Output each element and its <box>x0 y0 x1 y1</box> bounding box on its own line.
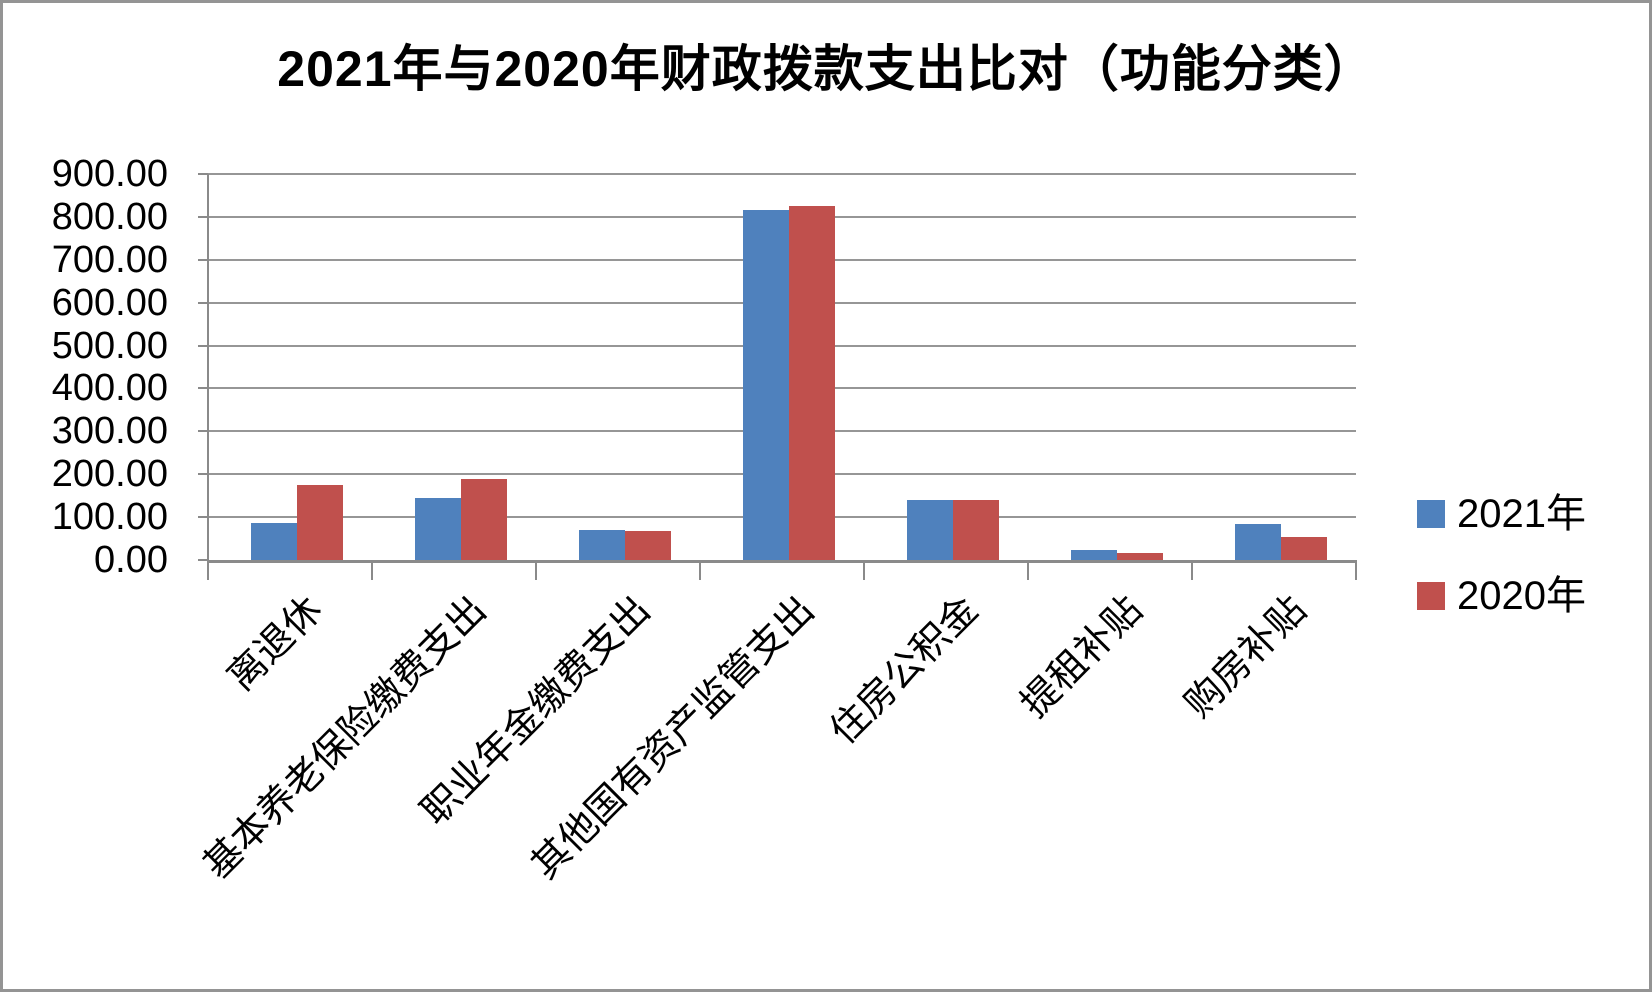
y-axis-tick-label: 200.00 <box>51 453 168 496</box>
y-axis-tick <box>198 215 208 218</box>
x-axis-tick <box>863 562 865 580</box>
x-axis-category-label: 离退休 <box>220 588 331 700</box>
bar-2020年-住房公积金 <box>953 500 999 560</box>
bar-2020年-提租补贴 <box>1117 553 1163 560</box>
x-axis-tick <box>1355 562 1357 580</box>
bar-2021年-其他国有资产监管支出 <box>743 210 789 560</box>
y-axis-tick <box>198 344 208 347</box>
bar-2021年-住房公积金 <box>907 500 953 560</box>
y-axis-tick-label: 800.00 <box>51 195 168 238</box>
y-axis-tick-label: 700.00 <box>51 238 168 281</box>
y-axis-tick-label: 500.00 <box>51 324 168 367</box>
x-axis-line <box>207 560 1357 563</box>
y-axis-tick <box>198 516 208 519</box>
x-axis-category-label: 住房公积金 <box>822 588 987 753</box>
bar-2020年-职业年金缴费支出 <box>625 531 671 560</box>
x-axis-category-label: 提租补贴 <box>1013 588 1151 726</box>
chart-title: 2021年与2020年财政拨款支出比对（功能分类） <box>277 41 1375 97</box>
y-axis-tick <box>198 258 208 261</box>
bar-2020年-购房补贴 <box>1281 537 1327 560</box>
y-axis-tick <box>198 173 208 175</box>
y-axis-tick <box>198 473 208 476</box>
legend-swatch-icon <box>1417 500 1445 528</box>
legend-swatch-icon <box>1417 582 1445 610</box>
x-axis-tick <box>699 562 701 580</box>
x-axis-category-label: 基本养老保险缴费支出 <box>195 588 495 888</box>
bar-2021年-职业年金缴费支出 <box>579 530 625 560</box>
bar-2021年-离退休 <box>251 523 297 560</box>
bar-2021年-购房补贴 <box>1235 524 1281 560</box>
x-axis-tick <box>207 562 209 580</box>
bar-2020年-离退休 <box>297 485 343 560</box>
y-axis-line <box>207 174 209 562</box>
y-axis-tick-label: 300.00 <box>51 410 168 453</box>
bar-2020年-其他国有资产监管支出 <box>789 206 835 560</box>
y-axis-tick-label: 0.00 <box>94 539 168 581</box>
y-axis-tick <box>198 559 208 561</box>
y-axis-tick-label: 100.00 <box>51 496 168 539</box>
x-axis-tick <box>1191 562 1193 580</box>
legend-label: 2021年 <box>1457 492 1586 536</box>
legend-item-2020年: 2020年 <box>1417 571 1586 621</box>
bar-2021年-基本养老保险缴费支出 <box>415 498 461 560</box>
y-axis-tick <box>198 301 208 304</box>
x-axis-tick <box>535 562 537 580</box>
x-axis-category-label: 购房补贴 <box>1177 588 1315 726</box>
x-axis-category-label: 其他国有资产监管支出 <box>523 588 823 888</box>
x-axis-tick <box>1027 562 1029 580</box>
y-gridline <box>208 173 1356 175</box>
y-axis-tick <box>198 387 208 390</box>
bar-2020年-基本养老保险缴费支出 <box>461 479 507 560</box>
bar-2021年-提租补贴 <box>1071 550 1117 560</box>
y-axis-tick <box>198 430 208 433</box>
legend-item-2021年: 2021年 <box>1417 489 1586 539</box>
x-axis-tick <box>371 562 373 580</box>
y-axis-tick-label: 900.00 <box>51 153 168 195</box>
y-axis-tick-label: 400.00 <box>51 367 168 410</box>
y-axis-tick-label: 600.00 <box>51 281 168 324</box>
legend-label: 2020年 <box>1457 574 1586 618</box>
